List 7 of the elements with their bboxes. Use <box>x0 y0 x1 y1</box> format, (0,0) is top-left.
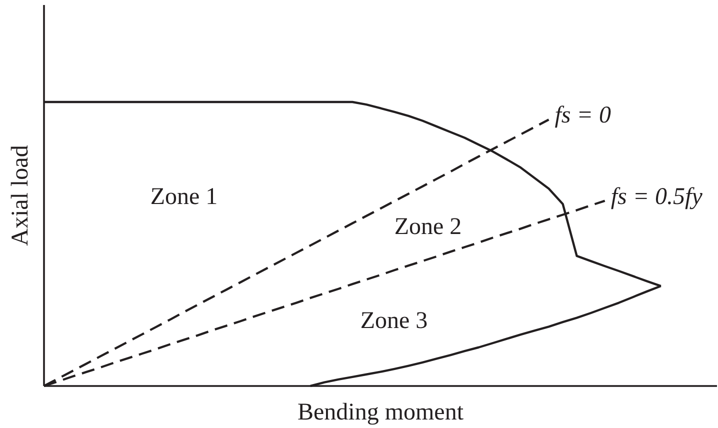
series-label: fs = 0 <box>554 102 611 129</box>
series-label: fs = 0.5fy <box>610 184 703 210</box>
x-axis-title: Bending moment <box>298 400 464 426</box>
annotation: Zone 3 <box>360 308 428 334</box>
annotation: Zone 1 <box>150 184 218 210</box>
annotation: Zone 2 <box>394 214 462 240</box>
y-axis-title: Axial load <box>8 145 34 246</box>
